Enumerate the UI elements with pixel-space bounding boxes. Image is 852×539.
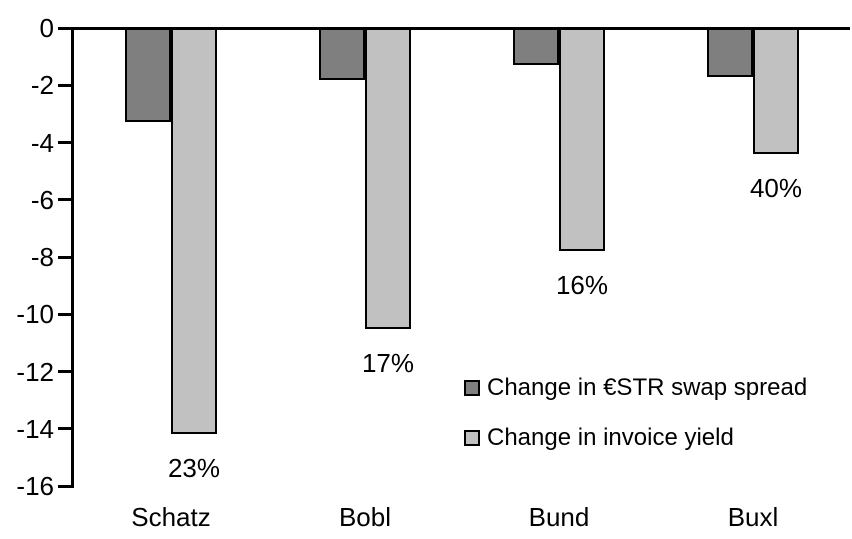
y-axis-tick (58, 484, 73, 488)
invoice-yield-swatch-icon (464, 430, 480, 446)
x-axis-category-label: Schatz (131, 502, 211, 532)
y-axis-tick-label: -8 (30, 242, 54, 272)
bar-value-label: 23% (167, 453, 221, 484)
y-axis-tick (58, 141, 73, 144)
legend-label-swap-spread: Change in €STR swap spread (487, 374, 808, 401)
legend-item-invoice-yield: Change in invoice yield (464, 424, 734, 452)
y-axis-tick-label: -16 (16, 471, 54, 501)
y-axis-tick-label: -10 (16, 299, 54, 330)
x-axis-category-label: Bund (528, 502, 590, 532)
y-axis-tick-label: -2 (30, 70, 54, 101)
legend-label-invoice-yield: Change in invoice yield (487, 424, 734, 451)
x-axis-category-label: Bobl (338, 502, 392, 532)
bar-value-label: 40% (749, 172, 803, 203)
y-axis-tick-label: -14 (16, 413, 54, 444)
legend-item-swap-spread: Change in €STR swap spread (464, 374, 807, 402)
bar-value-label: 17% (361, 347, 415, 378)
y-axis-tick (58, 83, 73, 87)
y-axis-tick (58, 427, 73, 431)
bar-value-label: 16% (555, 270, 609, 301)
y-axis-tick (58, 198, 73, 202)
bar-buxl-series-1 (753, 28, 799, 154)
bar-buxl-series-0 (707, 28, 753, 77)
swap-spread-swatch-icon (464, 380, 480, 396)
y-axis-tick-label: -4 (30, 127, 54, 158)
y-axis-tick-label: -12 (16, 356, 54, 387)
bar-bobl-series-1 (365, 28, 411, 329)
bar-bund-series-0 (513, 28, 559, 66)
x-axis-category-label: Buxl (727, 502, 779, 532)
bar-schatz-series-0 (125, 28, 171, 123)
bar-schatz-series-1 (171, 28, 217, 435)
bar-bobl-series-0 (319, 28, 365, 80)
y-axis-tick (58, 312, 73, 316)
y-axis-tick-label: 0 (39, 13, 54, 43)
y-axis-tick (58, 255, 73, 259)
y-axis-tick (58, 370, 73, 373)
y-axis-tick (58, 26, 73, 30)
x-axis-zero-line (58, 26, 850, 30)
y-axis-tick-label: -6 (30, 184, 54, 215)
bar-bund-series-1 (559, 28, 605, 252)
